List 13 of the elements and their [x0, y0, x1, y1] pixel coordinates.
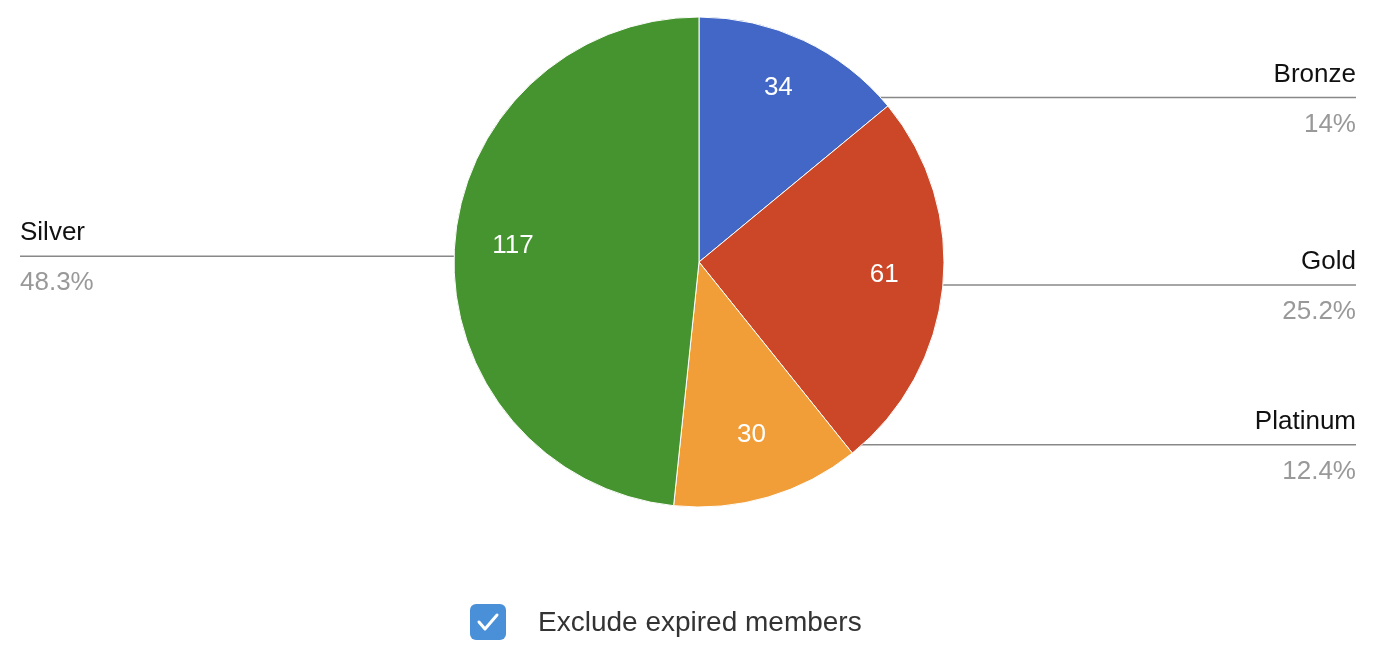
slice-label: Bronze — [1273, 57, 1356, 88]
text: 30 — [737, 417, 767, 448]
slice-label: Platinum — [1254, 404, 1356, 435]
slice-label: Silver — [20, 216, 86, 247]
text: 61 — [869, 258, 899, 288]
data-label: 14% — [1303, 107, 1356, 138]
data-label: 25.2% — [1282, 295, 1356, 325]
slice-label: Gold — [1301, 245, 1356, 275]
data-label: 48.3% — [20, 266, 94, 297]
text: 117 — [492, 229, 534, 260]
text: Exclude expired members — [538, 606, 862, 638]
data-label: 12.4% — [1282, 454, 1356, 485]
text: 34 — [763, 70, 793, 101]
